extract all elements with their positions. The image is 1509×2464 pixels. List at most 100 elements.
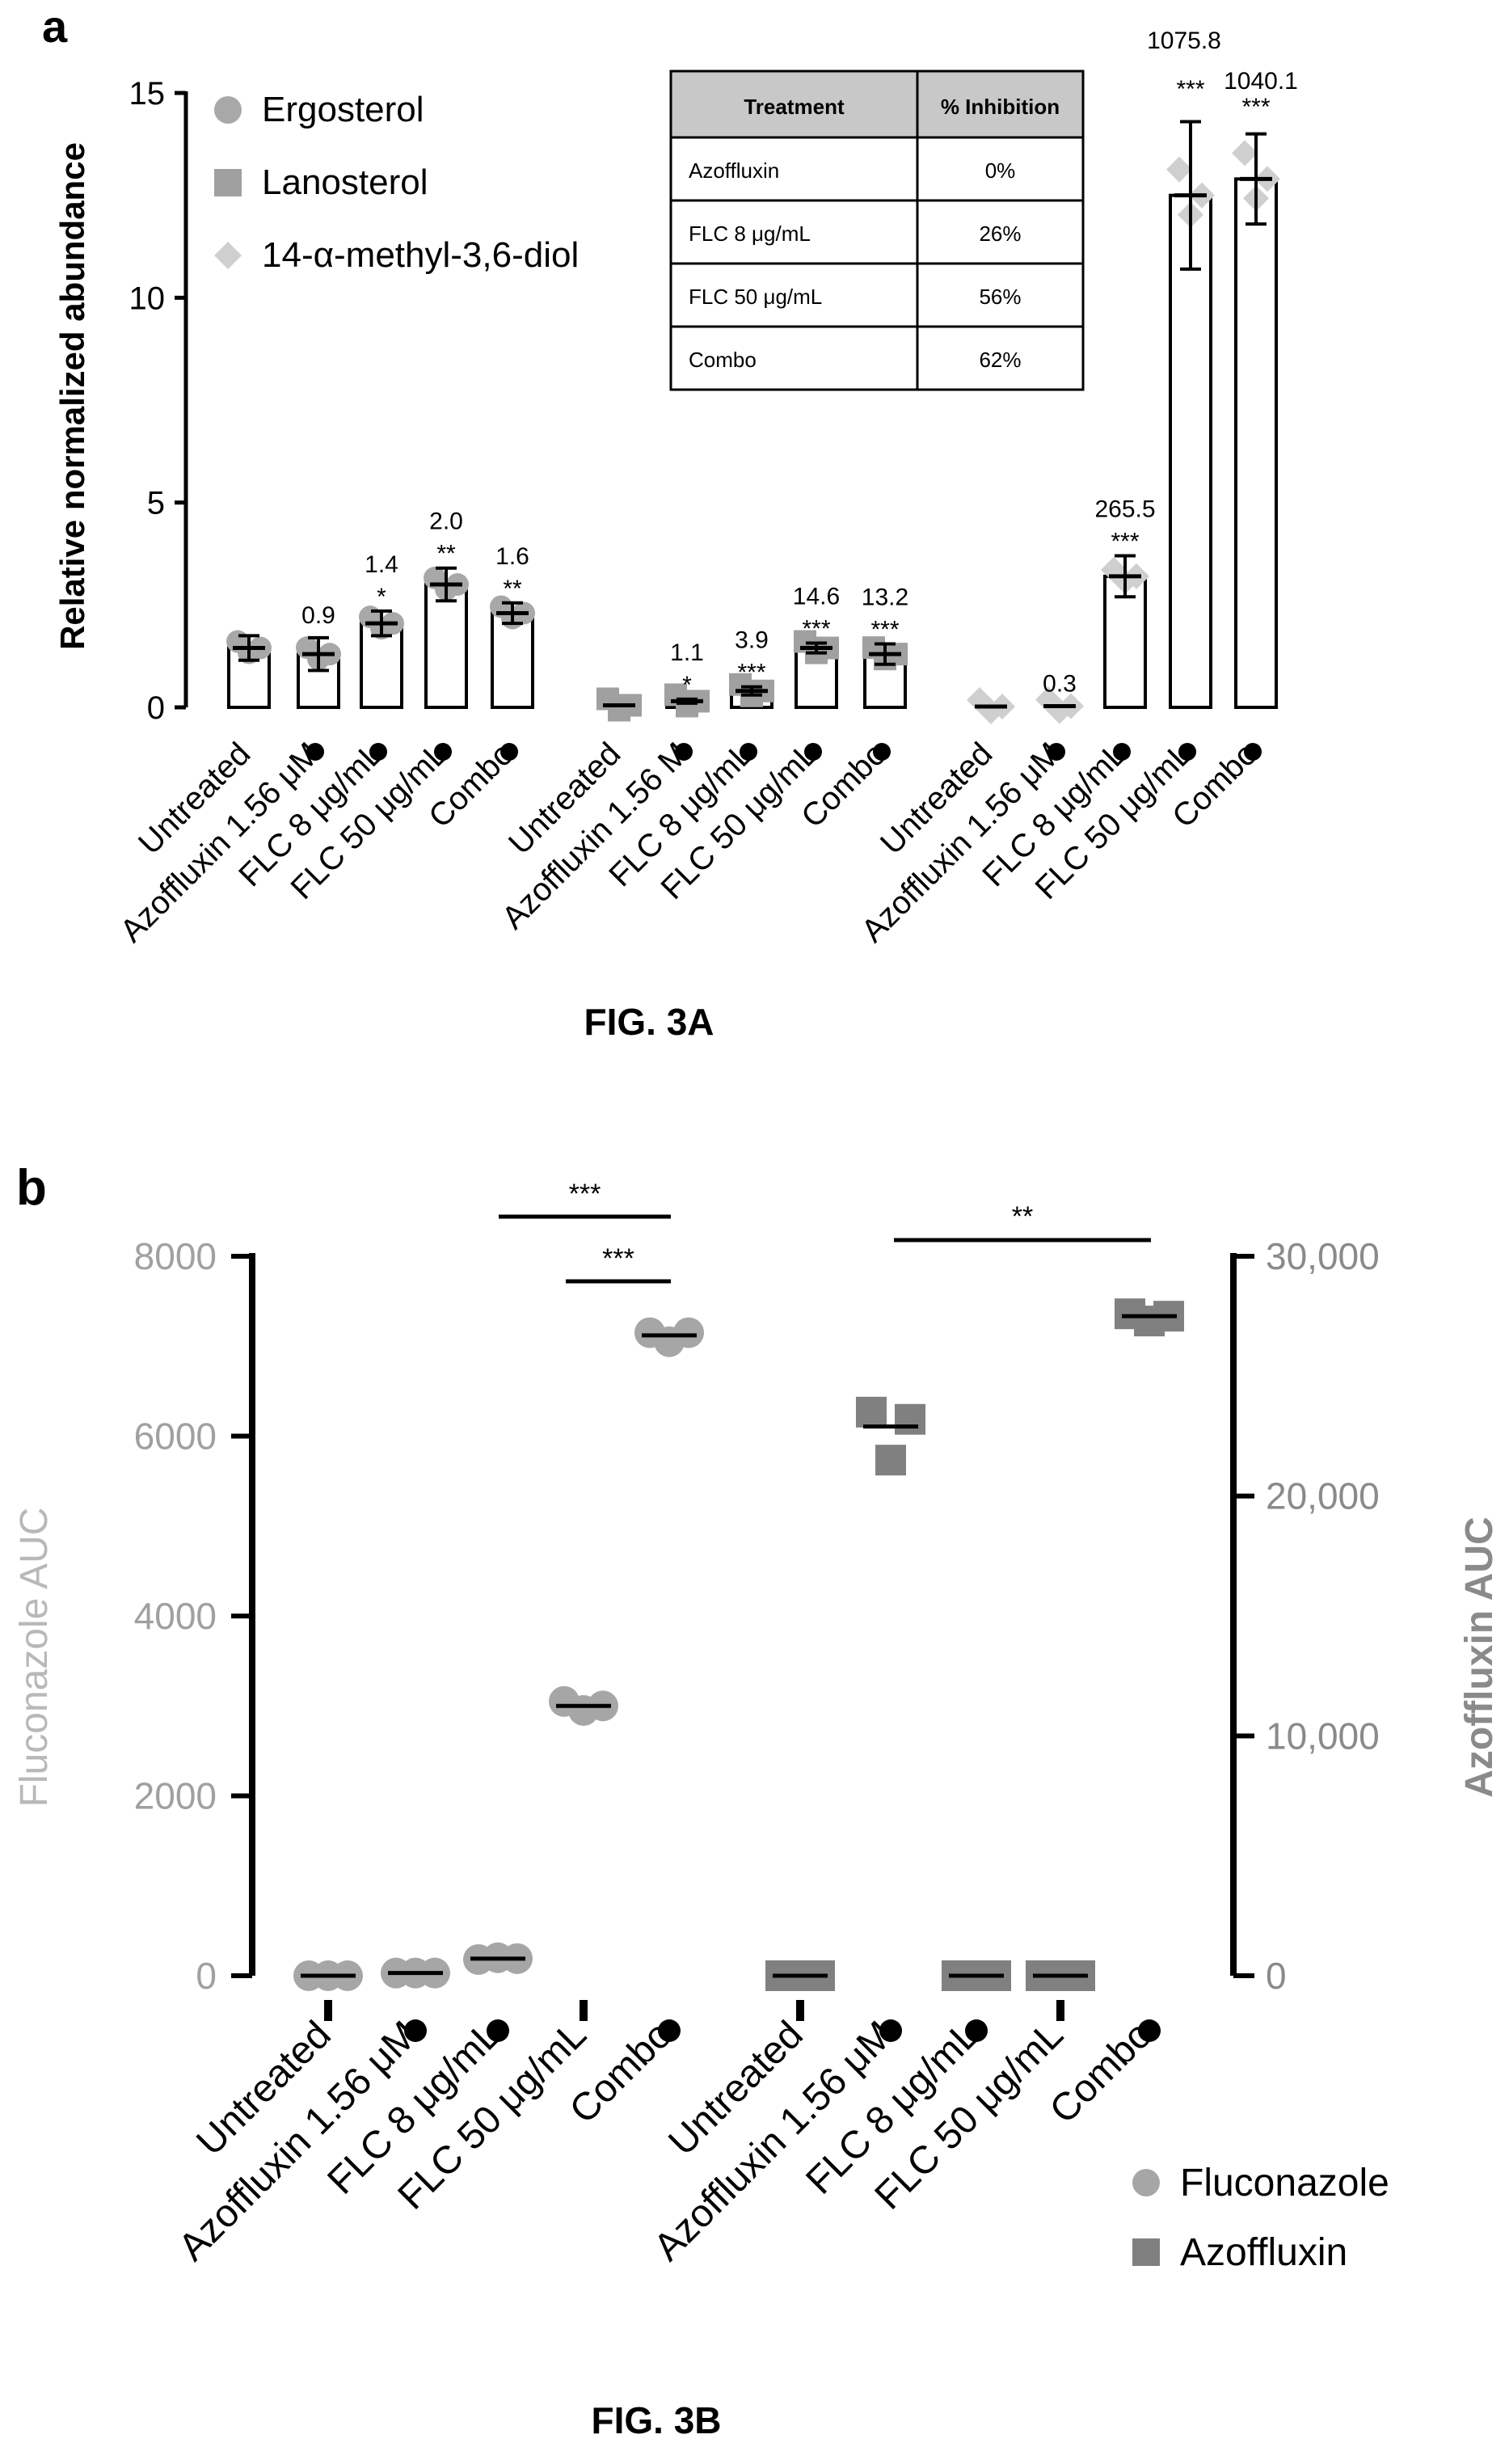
treatment-dot <box>500 743 518 761</box>
treatment-dot <box>306 743 324 761</box>
panel-a-label: a <box>42 1 68 52</box>
fig-3b-caption: FIG. 3B <box>591 2399 721 2441</box>
treatment-dot <box>675 743 693 761</box>
significance-stars: *** <box>602 1243 634 1274</box>
table-header-cell: % Inhibition <box>941 95 1060 119</box>
fig-3a-caption: FIG. 3A <box>584 1001 714 1043</box>
legend-label: Lanosterol <box>262 162 428 202</box>
panel-b-legend: Fluconazole Azoffluxin <box>1132 2162 1389 2274</box>
treatment-dot <box>487 2019 509 2042</box>
panel-b-right-axis-label: Azoffluxin AUC <box>1458 1517 1501 1798</box>
treatment-dot <box>1138 2019 1161 2042</box>
table-cell-treatment: Azoffluxin <box>689 158 779 183</box>
panel-a-y-axis-label: Relative normalized abundance <box>53 142 91 650</box>
table-cell-inhibition: 56% <box>979 285 1021 309</box>
legend-label: 14-α-methyl-3,6-diol <box>262 235 579 275</box>
legend-label: Azoffluxin <box>1180 2231 1347 2274</box>
legend-marker <box>1132 2169 1160 2196</box>
significance-stars: ** <box>436 541 456 567</box>
panel-b-significance: ******** <box>499 1179 1151 1284</box>
panel-a-axes: 0 5 10 15 <box>129 76 188 726</box>
legend-marker <box>214 96 242 124</box>
y-tick-label: 5 <box>147 486 165 521</box>
table-cell-inhibition: 62% <box>979 348 1021 372</box>
fold-change-label: 2.0 <box>429 508 463 535</box>
data-point <box>875 1445 906 1476</box>
treatment-dot <box>1047 743 1065 761</box>
fold-change-label: 0.3 <box>1043 670 1077 697</box>
fold-change-label: 14.6 <box>793 583 840 610</box>
fold-change-label: 1.4 <box>365 551 398 578</box>
panel-b-marks <box>293 1298 1184 2042</box>
table-row <box>669 325 1085 391</box>
panel-a-marks: 0.9 * 1.4 ** 2.0 ** 1.6 * 1.1 *** 3.9 *** 14.6 *** 13.… <box>226 27 1298 761</box>
fold-change-label: 0.9 <box>301 602 335 629</box>
data-point <box>895 1403 925 1435</box>
panel-b-axes: 0 2000 4000 6000 8000 0 10,000 20,000 30,000 <box>134 1235 1380 1997</box>
legend-marker <box>214 242 242 269</box>
x-category-label: Combo <box>1042 2013 1161 2132</box>
legend-marker <box>1132 2238 1160 2266</box>
bar <box>1234 177 1278 709</box>
table-cell-treatment: FLC 8 μg/mL <box>689 222 811 246</box>
treatment-dot <box>658 2019 681 2042</box>
left-tick-label: 6000 <box>134 1416 217 1458</box>
significance-stars: ** <box>1012 1201 1033 1232</box>
fold-change-label: 1.6 <box>495 543 529 570</box>
significance-stars: *** <box>870 616 899 643</box>
treatment-dot <box>879 2019 902 2042</box>
bar <box>1169 193 1212 709</box>
significance-stars: *** <box>802 615 830 642</box>
fold-change-label: 1040.1 <box>1224 68 1298 95</box>
significance-stars: *** <box>1241 94 1270 120</box>
y-tick-label: 0 <box>147 690 165 726</box>
treatment-dot <box>873 743 891 761</box>
treatment-dot <box>1178 743 1196 761</box>
legend-label: Ergosterol <box>262 90 424 129</box>
table-header-cell: Treatment <box>744 95 845 119</box>
legend-label: Fluconazole <box>1180 2162 1389 2205</box>
significance-stars: ** <box>503 576 522 602</box>
significance-stars: * <box>682 672 692 698</box>
data-point <box>856 1396 887 1428</box>
treatment-dot <box>1244 743 1262 761</box>
table-cell-inhibition: 0% <box>985 158 1016 183</box>
data-point <box>673 1317 704 1348</box>
right-tick-label: 20,000 <box>1266 1475 1380 1517</box>
significance-stars: *** <box>1176 76 1204 103</box>
right-tick-label: 10,000 <box>1266 1715 1380 1757</box>
treatment-dot <box>434 743 452 761</box>
treatment-dot <box>369 743 387 761</box>
table-cell-treatment: FLC 50 μg/mL <box>689 285 822 309</box>
y-tick-label: 10 <box>129 281 166 316</box>
table-header-bg <box>669 70 1085 139</box>
left-tick-label: 2000 <box>134 1775 217 1817</box>
fold-change-label: 1075.8 <box>1147 27 1221 54</box>
left-tick-label: 0 <box>196 1955 217 1997</box>
panel-a-legend: Ergosterol Lanosterol 14-α-methyl-3,6-diol <box>214 90 579 275</box>
significance-stars: * <box>377 584 386 610</box>
table-cell-treatment: Combo <box>689 348 757 372</box>
fold-change-label: 13.2 <box>862 584 908 610</box>
fold-change-label: 265.5 <box>1094 496 1155 523</box>
treatment-dot <box>740 743 757 761</box>
significance-stars: *** <box>737 660 765 686</box>
bar <box>424 583 468 709</box>
panel-b-left-axis-label: Fluconazole AUC <box>13 1508 56 1808</box>
left-tick-label: 8000 <box>134 1235 217 1277</box>
left-tick-label: 4000 <box>134 1595 217 1637</box>
right-tick-label: 30,000 <box>1266 1235 1380 1277</box>
treatment-dot <box>1113 743 1131 761</box>
right-tick-label: 0 <box>1266 1955 1287 1997</box>
treatment-dot <box>965 2019 988 2042</box>
panel-b-label: b <box>16 1160 47 1216</box>
panel-a-inset-table: Treatment % Inhibition Azoffluxin 0% FLC 8 μ… <box>669 70 1085 391</box>
data-point <box>1232 140 1258 167</box>
significance-stars: *** <box>569 1179 601 1209</box>
panel-a: a Relative normalized abundance 0 5 10 15 E… <box>42 1 1298 1043</box>
fold-change-label: 1.1 <box>670 639 704 666</box>
significance-stars: *** <box>1111 529 1139 555</box>
treatment-dot <box>804 743 822 761</box>
